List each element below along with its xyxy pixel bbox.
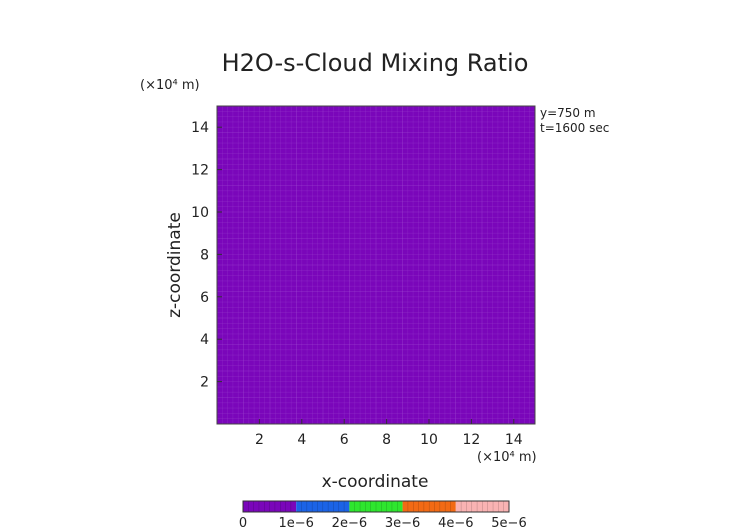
x-axis: 2 4 6 8 10 12 14	[255, 419, 523, 448]
colorbar-segment	[402, 501, 456, 512]
y-tick-label: 2	[200, 375, 209, 391]
y-axis: 2 4 6 8 10 12 14	[191, 120, 222, 391]
colorbar-segment	[243, 501, 297, 512]
chart-title: H2O-s-Cloud Mixing Ratio	[222, 49, 529, 77]
y-tick-label: 14	[191, 120, 209, 136]
y-unit-label: (×10⁴ m)	[140, 78, 200, 93]
y-tick-label: 10	[191, 205, 209, 221]
y-tick-label: 12	[191, 163, 209, 179]
x-axis-label: x-coordinate	[322, 472, 429, 492]
x-tick-label: 8	[382, 432, 391, 448]
colorbar-segment	[349, 501, 403, 512]
y-tick-label: 6	[200, 290, 209, 306]
x-tick-label: 14	[505, 432, 523, 448]
x-tick-label: 6	[340, 432, 349, 448]
colorbar-tick-label: 1e−6	[278, 516, 313, 531]
colorbar-segment	[455, 501, 509, 512]
colorbar: 0 1e−6 2e−6 3e−6 4e−6 5e−6	[239, 500, 527, 531]
plot-frame	[216, 105, 536, 425]
colorbar-tick-label: 2e−6	[332, 516, 367, 531]
y-axis-label: z-coordinate	[165, 212, 185, 318]
colorbar-tick-label: 4e−6	[438, 516, 473, 531]
x-tick-label: 12	[462, 432, 480, 448]
x-tick-label: 10	[420, 432, 438, 448]
annotations: y=750 mt=1600 sec	[540, 106, 609, 135]
colorbar-tick-label: 0	[239, 516, 247, 531]
heatmap-cells	[217, 106, 535, 424]
x-unit-label: (×10⁴ m)	[477, 450, 537, 465]
x-tick-label: 4	[297, 432, 306, 448]
annotation-text: y=750 m	[540, 106, 596, 120]
colorbar-tick-label: 5e−6	[491, 516, 526, 531]
colorbar-frame	[242, 500, 510, 513]
plot-area	[216, 105, 536, 425]
colorbar-segment	[296, 501, 350, 512]
y-tick-label: 8	[200, 247, 209, 263]
annotation-text: t=1600 sec	[540, 121, 609, 135]
y-tick-label: 4	[200, 332, 209, 348]
colorbar-tick-label: 3e−6	[385, 516, 420, 531]
x-tick-label: 2	[255, 432, 264, 448]
